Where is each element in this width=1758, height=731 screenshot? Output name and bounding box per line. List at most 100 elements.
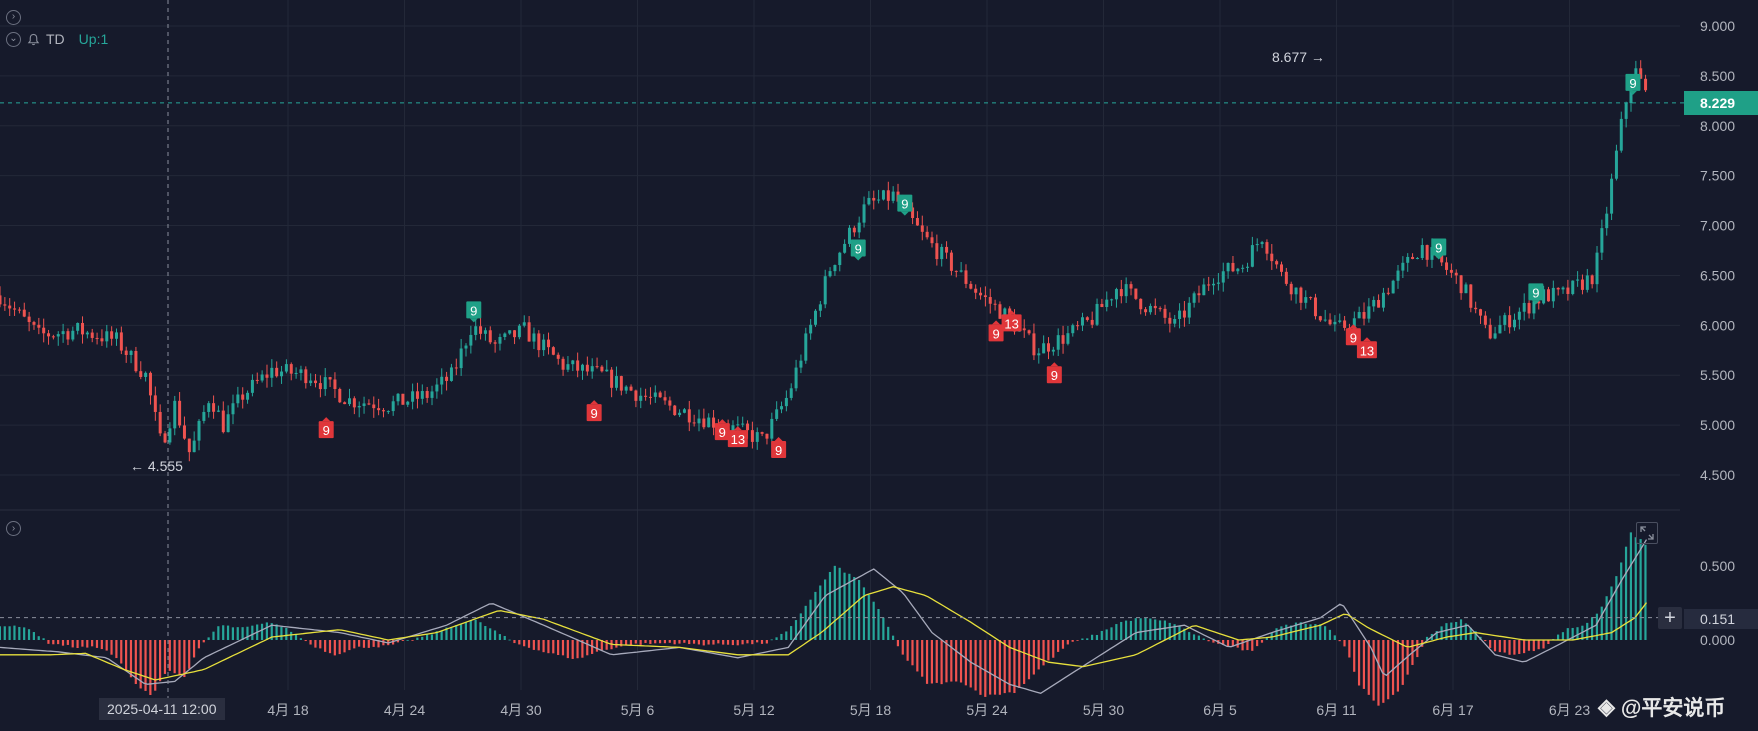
watermark: ◈ @平安说币 xyxy=(1598,692,1725,722)
macd-bar xyxy=(290,631,293,640)
td-label-text: 9 xyxy=(775,443,782,458)
macd-bar xyxy=(756,640,759,643)
time-tick-label: 6月 23 xyxy=(1549,702,1590,718)
macd-bar xyxy=(955,640,958,682)
macd-bar xyxy=(401,640,404,641)
candle-body xyxy=(993,303,997,305)
td-label-box xyxy=(1345,328,1361,346)
candle-body xyxy=(891,191,895,201)
candle-body xyxy=(1459,275,1463,294)
time-axis[interactable]: 4月 18 4月 24 4月 30 5月 6 5月 12 5月 18 5月 24 5月 30 6… xyxy=(267,702,1590,718)
macd-bar xyxy=(493,630,497,640)
macd-bar xyxy=(843,572,846,640)
candle-body xyxy=(348,398,351,405)
candle-body xyxy=(173,400,177,429)
macd-bar xyxy=(950,640,953,682)
macd-bar xyxy=(838,567,841,640)
candle-body xyxy=(983,295,987,298)
macd-bar xyxy=(1071,640,1074,642)
chevron-right-icon[interactable]: › xyxy=(6,521,21,536)
candle-body xyxy=(202,411,206,421)
candle-body xyxy=(323,377,327,390)
macd-bar xyxy=(765,640,768,644)
price-axis[interactable]: 9.000 8.500 8.000 7.500 7.000 6.500 6.000 5.500… xyxy=(1700,18,1735,648)
time-tick-label: 6月 5 xyxy=(1203,702,1237,718)
macd-bar xyxy=(178,640,181,675)
macd-bar xyxy=(887,626,890,640)
candle-body xyxy=(1605,213,1609,229)
plus-icon[interactable]: + xyxy=(1658,607,1682,629)
candle-body xyxy=(148,372,152,396)
time-tick-label: 5月 30 xyxy=(1083,702,1124,718)
macd-bar xyxy=(717,640,720,644)
macd-bar xyxy=(27,629,31,640)
td-label-box xyxy=(1046,366,1062,384)
macd-bar xyxy=(989,640,992,695)
candle-body xyxy=(1600,228,1604,253)
chevron-right-icon[interactable]: › xyxy=(6,9,21,25)
macd-bar xyxy=(464,622,467,640)
macd-bar xyxy=(1362,640,1366,689)
macd-bar xyxy=(586,640,589,656)
candle-body xyxy=(343,402,347,405)
candle-body xyxy=(1265,242,1269,254)
candle-body xyxy=(629,386,633,391)
candle-body xyxy=(746,423,750,431)
td-label-pointer xyxy=(1050,362,1059,367)
macd-bar xyxy=(1134,618,1137,640)
candle-body xyxy=(789,388,793,398)
candle-body xyxy=(1571,280,1575,294)
candle-body xyxy=(881,190,885,200)
macd-bar xyxy=(1115,624,1118,640)
candle-body xyxy=(1440,252,1444,263)
macd-bar xyxy=(333,640,336,656)
macd-bar xyxy=(231,627,234,640)
candle-body xyxy=(537,333,541,351)
td-label: 9 xyxy=(466,301,482,323)
candle-body xyxy=(37,324,41,328)
td-label-text: 9 xyxy=(1051,368,1058,383)
macd-bar xyxy=(183,640,186,678)
candle-body xyxy=(1241,267,1245,269)
candle-body xyxy=(852,227,856,233)
macd-bar xyxy=(8,626,11,640)
macd-bar xyxy=(673,640,676,645)
macd-bar xyxy=(1260,640,1264,643)
macd-bar xyxy=(736,640,739,646)
time-tick-label: 5月 24 xyxy=(966,702,1007,718)
candle-body xyxy=(668,400,672,406)
candle-body xyxy=(1551,287,1555,302)
macd-bar xyxy=(925,640,929,684)
candle-body xyxy=(979,292,983,296)
time-tick-label: 5月 18 xyxy=(850,702,891,718)
candle-body xyxy=(969,283,973,289)
macd-bar xyxy=(76,640,79,648)
time-tick-label: 4月 24 xyxy=(384,702,425,718)
candle-body xyxy=(163,433,167,443)
candle-body xyxy=(1318,316,1322,321)
candle-body xyxy=(687,409,691,423)
candle-body xyxy=(1323,319,1327,321)
macd-bar xyxy=(149,640,152,695)
candle-body xyxy=(1207,284,1211,286)
macd-bar xyxy=(1047,640,1050,661)
expand-icon[interactable] xyxy=(1636,522,1658,544)
price-tick-label: 8.000 xyxy=(1700,118,1735,134)
td-label: 9 xyxy=(318,417,334,439)
candle-body xyxy=(377,408,381,411)
td-label-pointer xyxy=(1434,255,1443,260)
candle-body xyxy=(1105,299,1109,308)
chevron-down-icon[interactable]: ⌄ xyxy=(6,31,21,47)
candle-body xyxy=(1377,299,1381,308)
macd-bar xyxy=(1523,640,1526,654)
candle-body xyxy=(139,371,143,377)
candle-body xyxy=(396,393,400,402)
candle-body xyxy=(1517,311,1521,320)
macd-bar xyxy=(1149,618,1152,640)
bell-icon[interactable] xyxy=(27,33,40,46)
macd-bar xyxy=(678,640,681,644)
macd-bar xyxy=(1003,640,1006,694)
candle-body xyxy=(862,204,866,223)
macd-bar xyxy=(600,640,603,651)
